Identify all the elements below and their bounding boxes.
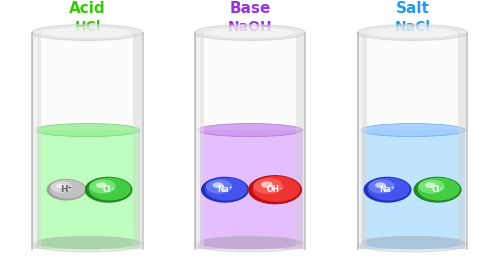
Text: Base: Base <box>230 1 270 16</box>
Text: Cl⁻: Cl⁻ <box>432 185 444 194</box>
Text: NaOH: NaOH <box>228 20 272 34</box>
Circle shape <box>248 175 302 204</box>
Text: Na⁺: Na⁺ <box>380 185 396 194</box>
Ellipse shape <box>366 27 458 38</box>
Ellipse shape <box>32 25 142 40</box>
Circle shape <box>368 179 394 193</box>
Ellipse shape <box>195 236 305 252</box>
Text: H⁺: H⁺ <box>60 185 72 194</box>
Bar <box>358 33 366 249</box>
Bar <box>198 130 302 249</box>
Circle shape <box>368 178 410 201</box>
Bar <box>35 130 140 249</box>
Bar <box>359 38 362 244</box>
Circle shape <box>418 179 444 193</box>
Circle shape <box>261 181 273 188</box>
Text: NaCl: NaCl <box>394 20 430 34</box>
Circle shape <box>252 176 300 202</box>
Circle shape <box>364 177 412 203</box>
Bar <box>458 33 468 249</box>
Circle shape <box>50 181 72 193</box>
Ellipse shape <box>35 236 140 249</box>
Bar <box>32 33 42 249</box>
Text: Cl⁻: Cl⁻ <box>102 185 115 194</box>
Bar <box>195 33 204 249</box>
Text: HCl: HCl <box>74 20 101 34</box>
Circle shape <box>375 182 386 188</box>
Ellipse shape <box>360 236 465 249</box>
Circle shape <box>56 183 65 188</box>
Circle shape <box>418 178 460 201</box>
Text: OH⁻: OH⁻ <box>266 185 283 194</box>
Circle shape <box>90 179 116 193</box>
Circle shape <box>88 178 131 201</box>
Text: Salt: Salt <box>396 1 430 16</box>
Ellipse shape <box>195 25 305 40</box>
Circle shape <box>205 178 248 201</box>
Ellipse shape <box>360 124 465 137</box>
Bar <box>296 33 305 249</box>
Ellipse shape <box>35 124 140 137</box>
Bar <box>32 33 142 249</box>
Circle shape <box>425 182 436 188</box>
Ellipse shape <box>32 236 142 252</box>
Ellipse shape <box>204 27 296 38</box>
Circle shape <box>414 177 462 203</box>
Ellipse shape <box>198 236 302 249</box>
Circle shape <box>254 178 283 194</box>
Bar <box>195 33 305 249</box>
Text: Na⁺: Na⁺ <box>217 185 233 194</box>
Bar <box>196 38 200 244</box>
Circle shape <box>212 182 223 188</box>
Text: Acid: Acid <box>69 1 106 16</box>
Bar <box>358 33 468 249</box>
Bar <box>360 130 465 249</box>
Ellipse shape <box>358 236 468 252</box>
Ellipse shape <box>198 124 302 137</box>
Bar <box>34 38 37 244</box>
Circle shape <box>84 177 132 203</box>
Circle shape <box>201 177 249 203</box>
Circle shape <box>206 179 232 193</box>
Circle shape <box>46 179 86 201</box>
Ellipse shape <box>42 27 134 38</box>
Circle shape <box>96 182 106 188</box>
Bar <box>134 33 142 249</box>
Circle shape <box>50 180 85 199</box>
Ellipse shape <box>358 25 468 40</box>
